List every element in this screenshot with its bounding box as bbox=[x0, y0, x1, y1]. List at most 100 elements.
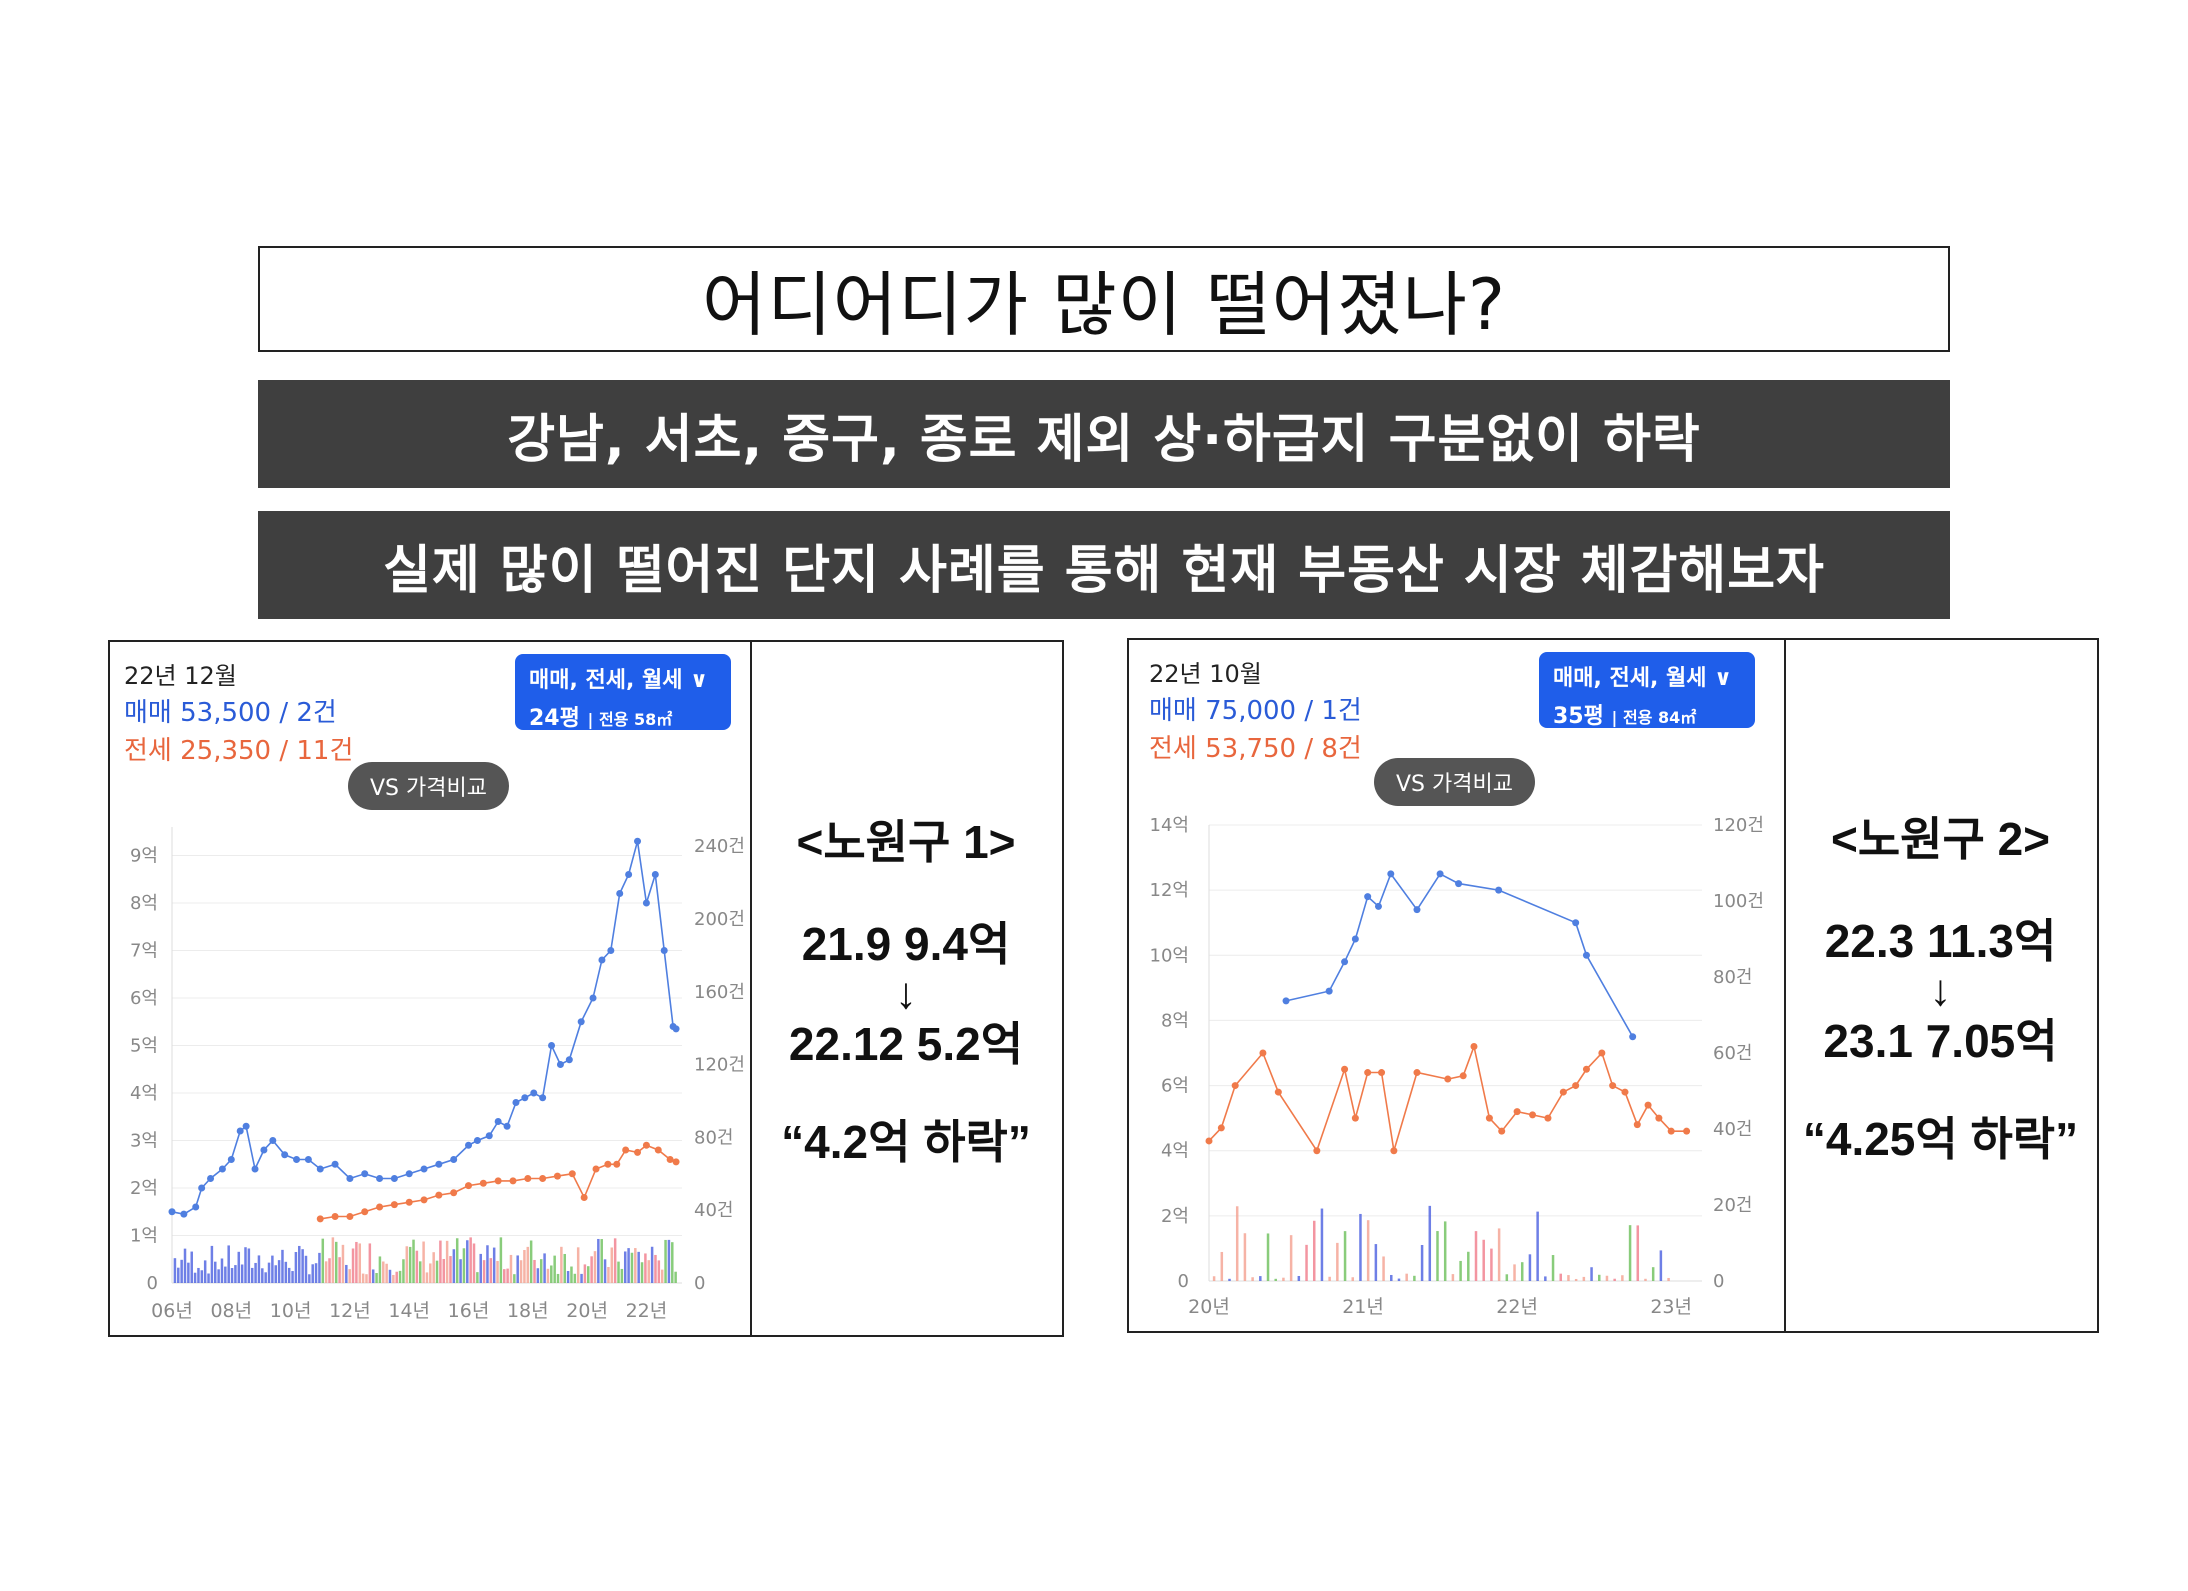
jeonse-data-point bbox=[1459, 1072, 1467, 1080]
volume-bar bbox=[311, 1264, 314, 1283]
volume-bar bbox=[281, 1249, 284, 1283]
jeonse-data-point bbox=[1341, 1065, 1349, 1073]
volume-bar bbox=[284, 1261, 288, 1283]
volume-bar bbox=[1651, 1267, 1655, 1281]
volume-bar bbox=[227, 1245, 230, 1283]
x-tick-label: 23년 bbox=[1650, 1296, 1692, 1318]
volume-bar bbox=[291, 1271, 294, 1283]
jeonse-data-point bbox=[435, 1191, 443, 1199]
volume-bar bbox=[257, 1255, 261, 1283]
volume-bar bbox=[402, 1259, 405, 1283]
jeonse-data-point bbox=[420, 1196, 428, 1204]
sale-data-point bbox=[616, 890, 624, 897]
jeonse-data-point bbox=[1667, 1127, 1675, 1135]
jeonse-data-point bbox=[672, 1158, 680, 1166]
volume-bar bbox=[449, 1256, 452, 1283]
vs-compare-button[interactable]: VS 가격비교 bbox=[1374, 758, 1535, 806]
jeonse-data-point bbox=[390, 1201, 398, 1209]
jeonse-data-point bbox=[592, 1165, 600, 1173]
sale-data-point bbox=[304, 1156, 312, 1163]
volume-bar bbox=[1366, 1220, 1370, 1281]
sale-data-point bbox=[672, 1025, 680, 1033]
y-tick-label: 4억 bbox=[1161, 1141, 1189, 1162]
volume-bar bbox=[1212, 1276, 1216, 1281]
volume-bar bbox=[254, 1262, 257, 1283]
sale-data-point bbox=[236, 1127, 244, 1135]
jeonse-data-point bbox=[1390, 1147, 1398, 1155]
volume-bar bbox=[348, 1269, 351, 1283]
volume-bar bbox=[187, 1262, 190, 1283]
volume-bar bbox=[650, 1246, 654, 1283]
volume-bar bbox=[321, 1238, 325, 1283]
y-tick-label: 1억 bbox=[130, 1226, 158, 1247]
jeonse-data-point bbox=[1470, 1042, 1478, 1050]
volume-bar bbox=[1428, 1205, 1432, 1281]
x-tick-label: 22년 bbox=[626, 1300, 668, 1322]
jeonse-data-point bbox=[524, 1175, 532, 1182]
volume-bar bbox=[412, 1239, 415, 1283]
volume-bar bbox=[1590, 1267, 1593, 1281]
sale-data-point bbox=[390, 1175, 398, 1182]
volume-bar bbox=[432, 1252, 435, 1283]
sale-data-point bbox=[598, 956, 606, 964]
volume-bar bbox=[644, 1253, 647, 1283]
volume-bar bbox=[590, 1256, 593, 1283]
drop-amount: “4.2억 하락” bbox=[781, 1115, 1031, 1168]
summary-band-1: 강남, 서초, 중구, 종로 제외 상·하급지 구분없이 하락 bbox=[258, 380, 1950, 488]
x-tick-label: 20년 bbox=[1188, 1296, 1230, 1318]
y2-tick-label: 100건 bbox=[1713, 891, 1764, 912]
jeonse-data-point bbox=[361, 1208, 369, 1216]
deal-type-selector[interactable]: 매매, 전세, 월세 ∨ 35평 | 전용 84㎡ bbox=[1539, 652, 1755, 729]
volume-bar bbox=[1474, 1231, 1478, 1281]
volume-bar bbox=[1351, 1277, 1355, 1281]
volume-bar bbox=[1228, 1278, 1231, 1281]
jeonse-data-point bbox=[316, 1215, 324, 1223]
sale-data-point bbox=[281, 1151, 289, 1159]
sale-data-point bbox=[251, 1165, 259, 1173]
y-tick-label: 0 bbox=[1178, 1271, 1189, 1292]
volume-bar bbox=[1497, 1228, 1501, 1281]
volume-bar bbox=[334, 1241, 338, 1283]
volume-bar bbox=[1420, 1245, 1424, 1281]
jeonse-data-point bbox=[509, 1177, 517, 1185]
volume-bar bbox=[1467, 1251, 1470, 1281]
volume-bar bbox=[667, 1239, 671, 1283]
volume-bar bbox=[472, 1243, 476, 1283]
volume-bar bbox=[526, 1246, 530, 1283]
drop-amount: “4.25억 하락” bbox=[1802, 1112, 2079, 1165]
volume-bar bbox=[674, 1271, 677, 1283]
volume-bar bbox=[503, 1269, 506, 1283]
volume-bar bbox=[237, 1251, 241, 1283]
sale-data-point bbox=[512, 1099, 520, 1106]
x-tick-label: 10년 bbox=[270, 1300, 312, 1322]
volume-bar bbox=[1328, 1276, 1331, 1281]
jeonse-data-point bbox=[1582, 1065, 1590, 1073]
jeonse-data-point bbox=[568, 1170, 576, 1178]
volume-bar bbox=[422, 1241, 425, 1283]
jeonse-data-point bbox=[1231, 1082, 1239, 1090]
x-tick-label: 18년 bbox=[507, 1300, 549, 1322]
y2-tick-label: 40건 bbox=[1713, 1119, 1752, 1140]
volume-bar bbox=[1598, 1274, 1601, 1281]
volume-bar bbox=[613, 1238, 617, 1283]
volume-bar bbox=[445, 1240, 449, 1283]
jeonse-data-point bbox=[1313, 1147, 1321, 1155]
x-tick-label: 12년 bbox=[329, 1300, 371, 1322]
volume-bar bbox=[1574, 1278, 1578, 1281]
deal-type-selector[interactable]: 매매, 전세, 월세 ∨ 24평 | 전용 58㎡ bbox=[515, 654, 731, 731]
sale-data-point bbox=[1582, 951, 1590, 959]
volume-bar bbox=[1505, 1274, 1509, 1281]
jeonse-series-line bbox=[320, 1144, 677, 1220]
sale-data-point bbox=[651, 871, 659, 878]
jeonse-data-point bbox=[494, 1177, 502, 1185]
sale-data-point bbox=[539, 1094, 547, 1102]
volume-bar bbox=[304, 1255, 308, 1283]
peak-price: 22.3 11.3억 bbox=[1824, 914, 2057, 967]
vs-compare-button[interactable]: VS 가격비교 bbox=[348, 762, 509, 810]
sale-data-point bbox=[218, 1165, 226, 1173]
volume-bar bbox=[560, 1246, 563, 1283]
sale-data-point bbox=[1374, 902, 1382, 910]
volume-bar bbox=[371, 1269, 375, 1283]
chart-card-1: 22년 12월 매매 53,500 / 2건 전세 25,350 / 11건 매… bbox=[110, 642, 752, 1335]
sale-data-point bbox=[316, 1165, 324, 1173]
